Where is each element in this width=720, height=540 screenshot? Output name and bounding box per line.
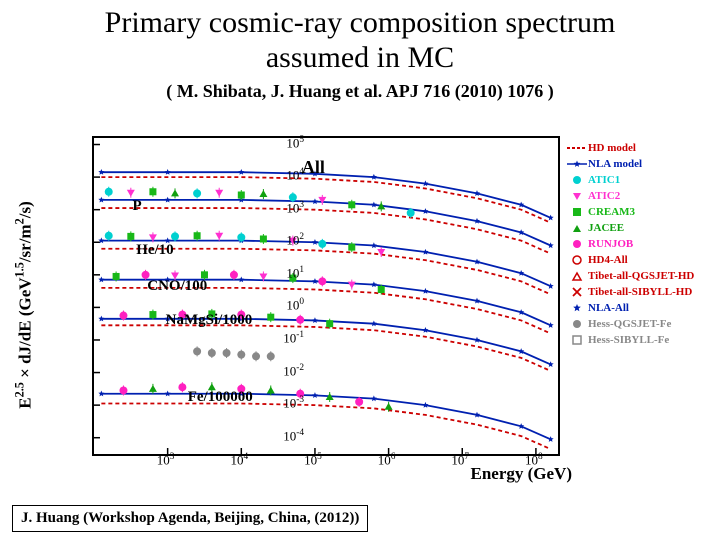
legend-item: CREAM3: [566, 204, 696, 220]
legend-item: RUNJOB: [566, 236, 696, 252]
legend-item: HD4-All: [566, 252, 696, 268]
legend-item: ATIC2: [566, 188, 696, 204]
chart-legend: HD modelNLA modelATIC1ATIC2CREAM3JACEERU…: [566, 140, 696, 348]
title-line2: assumed in MC: [266, 41, 454, 74]
y-axis-label: E2.5 × dJ/dE (GeV1.5/sr/m2/s): [13, 201, 36, 408]
page-title: Primary cosmic-ray composition spectrum …: [0, 0, 720, 75]
reference-text: ( M. Shibata, J. Huang et al. APJ 716 (2…: [0, 81, 720, 102]
spectrum-chart: E2.5 × dJ/dE (GeV1.5/sr/m2/s) 10-410-310…: [22, 128, 702, 482]
legend-item: Tibet-all-SIBYLL-HD: [566, 284, 696, 300]
legend-item: Hess-QGSJET-Fe: [566, 316, 696, 332]
legend-item: Tibet-all-QGSJET-HD: [566, 268, 696, 284]
legend-item: NLA-All: [566, 300, 696, 316]
legend-item: JACEE: [566, 220, 696, 236]
footer-citation: J. Huang (Workshop Agenda, Beijing, Chin…: [12, 505, 368, 532]
plot-svg: [94, 138, 558, 454]
legend-item: NLA model: [566, 156, 696, 172]
legend-item: Hess-SIBYLL-Fe: [566, 332, 696, 348]
plot-area: [92, 136, 560, 456]
legend-item: HD model: [566, 140, 696, 156]
legend-item: ATIC1: [566, 172, 696, 188]
title-line1: Primary cosmic-ray composition spectrum: [105, 6, 616, 39]
x-axis-label: Energy (GeV): [470, 464, 572, 484]
